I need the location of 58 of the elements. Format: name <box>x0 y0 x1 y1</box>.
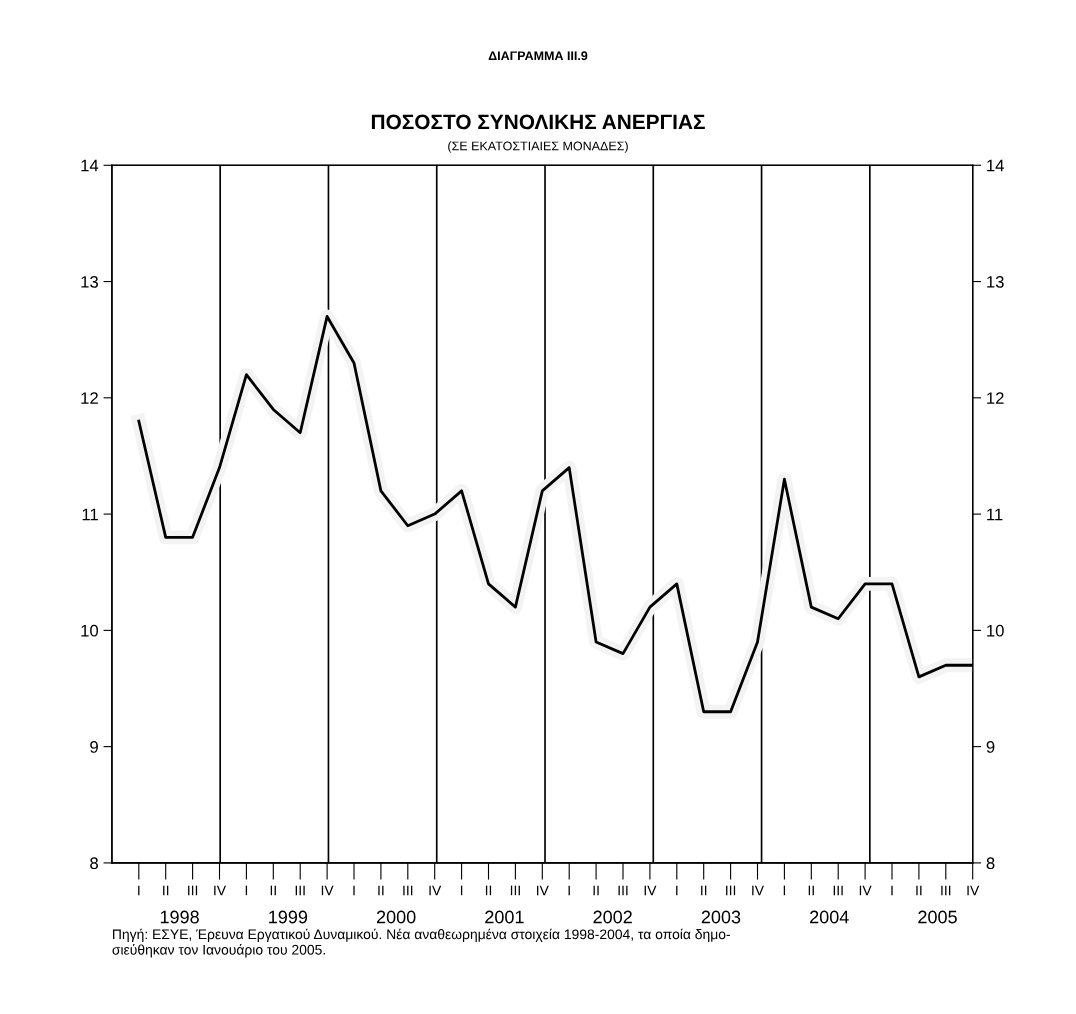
x-tick-label: III <box>403 885 413 896</box>
y-tick-label: 14 <box>81 159 99 172</box>
x2-tick-label: 2000 <box>376 910 416 924</box>
x-tick-label: IV <box>644 885 657 896</box>
x-tick-label: I <box>460 885 463 896</box>
x-tick-label: IV <box>967 885 980 896</box>
x-tick-label: II <box>701 885 707 896</box>
y-tick-label: 11 <box>82 508 98 521</box>
y-tick-label: 10 <box>81 624 99 637</box>
y2-tick-label: 14 <box>987 159 1004 172</box>
x-tick-label: IV <box>429 885 442 896</box>
y-tick-label: 8 <box>90 857 98 870</box>
x-tick-label: IV <box>537 885 549 896</box>
x-tick-label: II <box>593 885 599 896</box>
x-tick-label: I <box>891 885 893 896</box>
x2-tick-label: 2002 <box>593 910 632 924</box>
x-tick-label: IV <box>321 885 334 896</box>
x-tick-label: III <box>941 885 951 896</box>
x-tick-label: I <box>676 885 678 896</box>
x-tick-label: I <box>353 885 355 896</box>
x-tick-label: IV <box>214 885 226 896</box>
y-tick-label: 9 <box>90 741 98 753</box>
x-tick-label: III <box>510 885 520 896</box>
x-tick-label: II <box>916 885 922 896</box>
x-tick-label: III <box>726 885 736 896</box>
y2-tick-label: 12 <box>987 392 1004 404</box>
x-tick-label: III <box>188 885 198 896</box>
x2-tick-label: 1998 <box>160 910 199 924</box>
y2-tick-label: 13 <box>987 275 1004 288</box>
y2-tick-label: 11 <box>987 508 1003 521</box>
x-tick-label: III <box>295 885 305 896</box>
x2-tick-label: 2004 <box>810 910 849 924</box>
x-tick-label: I <box>568 885 570 896</box>
y2-tick-label: 10 <box>987 624 1004 637</box>
x-tick-label: III <box>833 885 843 896</box>
x2-tick-label: 2003 <box>701 910 741 924</box>
chart-title: ΠΟΣΟΣΤΟ ΣΥΝΟΛΙΚΗΣ ΑΝΕΡΓΙΑΣ <box>371 114 705 130</box>
text: ΔΙΑΓΡΑΜΜΑ III.9 <box>488 51 588 61</box>
x2-tick-label: 2001 <box>485 910 524 924</box>
x-tick-label: II <box>163 885 169 896</box>
text: Πηγή: ΕΣΥΕ, Έρευνα Εργατικού Δυναμικού. Νέα αναθεωρημένα στοιχεία 1998-2004, τα οποία δημο- σιεύθηκαν τον Ιανουάριο του 2005. <box>112 928 730 958</box>
y2-tick-label: 9 <box>986 741 995 753</box>
x-tick-label: I <box>138 885 140 896</box>
x2-tick-label: 2005 <box>918 910 957 924</box>
x-tick-label: III <box>618 885 628 896</box>
y-tick-label: 13 <box>81 275 98 288</box>
y2-tick-label: 8 <box>986 857 995 870</box>
x-tick-label: II <box>808 885 814 896</box>
x-tick-label: II <box>378 885 384 896</box>
x-tick-label: IV <box>859 885 872 896</box>
x-tick-label: IV <box>752 885 764 896</box>
x-tick-label: II <box>270 885 276 896</box>
x-tick-label: I <box>245 885 248 896</box>
y-tick-label: 12 <box>81 392 98 404</box>
chart-subtitle: (ΣΕ ΕΚΑΤΟΣΤΙΑΙΕΣ ΜΟΝΑΔΕΣ) <box>448 141 628 153</box>
x-tick-label: II <box>485 885 492 896</box>
x-tick-label: I <box>783 885 786 896</box>
x2-tick-label: 1999 <box>269 910 308 924</box>
